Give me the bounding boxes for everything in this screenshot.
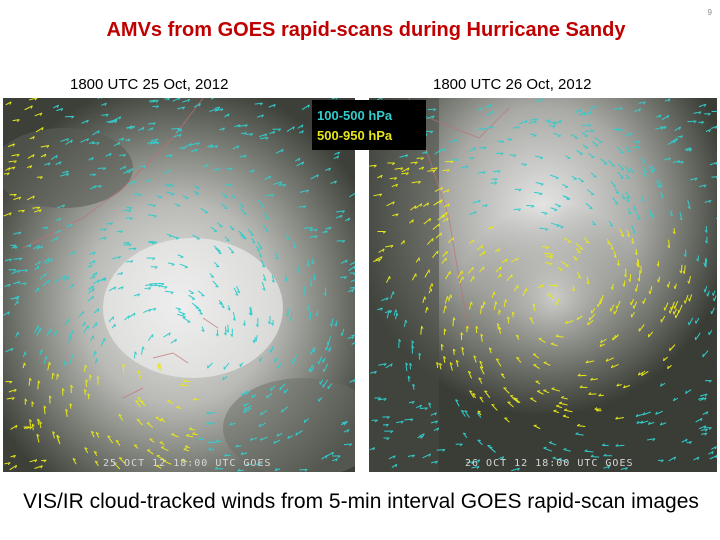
satellite-image-left-graphic xyxy=(3,98,355,472)
slide-title: AMVs from GOES rapid-scans during Hurric… xyxy=(106,19,626,41)
pressure-level-legend: 100-500 hPa 500-950 hPa xyxy=(312,100,426,150)
left-panel-caption: 1800 UTC 25 Oct, 2012 xyxy=(70,76,229,93)
legend-lower-level: 500-950 hPa xyxy=(317,128,393,143)
page-number: 9 xyxy=(707,8,712,17)
legend-upper-level: 100-500 hPa xyxy=(317,108,393,123)
right-panel-caption: 1800 UTC 26 Oct, 2012 xyxy=(433,76,592,93)
satellite-image-right: 26 OCT 12 18:00 UTC GOES xyxy=(369,98,717,472)
bottom-caption: VIS/IR cloud-tracked winds from 5-min in… xyxy=(23,490,699,513)
right-image-timestamp: 26 OCT 12 18:00 UTC GOES xyxy=(465,458,634,469)
satellite-image-right-graphic xyxy=(369,98,717,472)
satellite-image-left: 25 OCT 12 18:00 UTC GOES xyxy=(3,98,355,472)
left-image-timestamp: 25 OCT 12 18:00 UTC GOES xyxy=(103,458,272,469)
